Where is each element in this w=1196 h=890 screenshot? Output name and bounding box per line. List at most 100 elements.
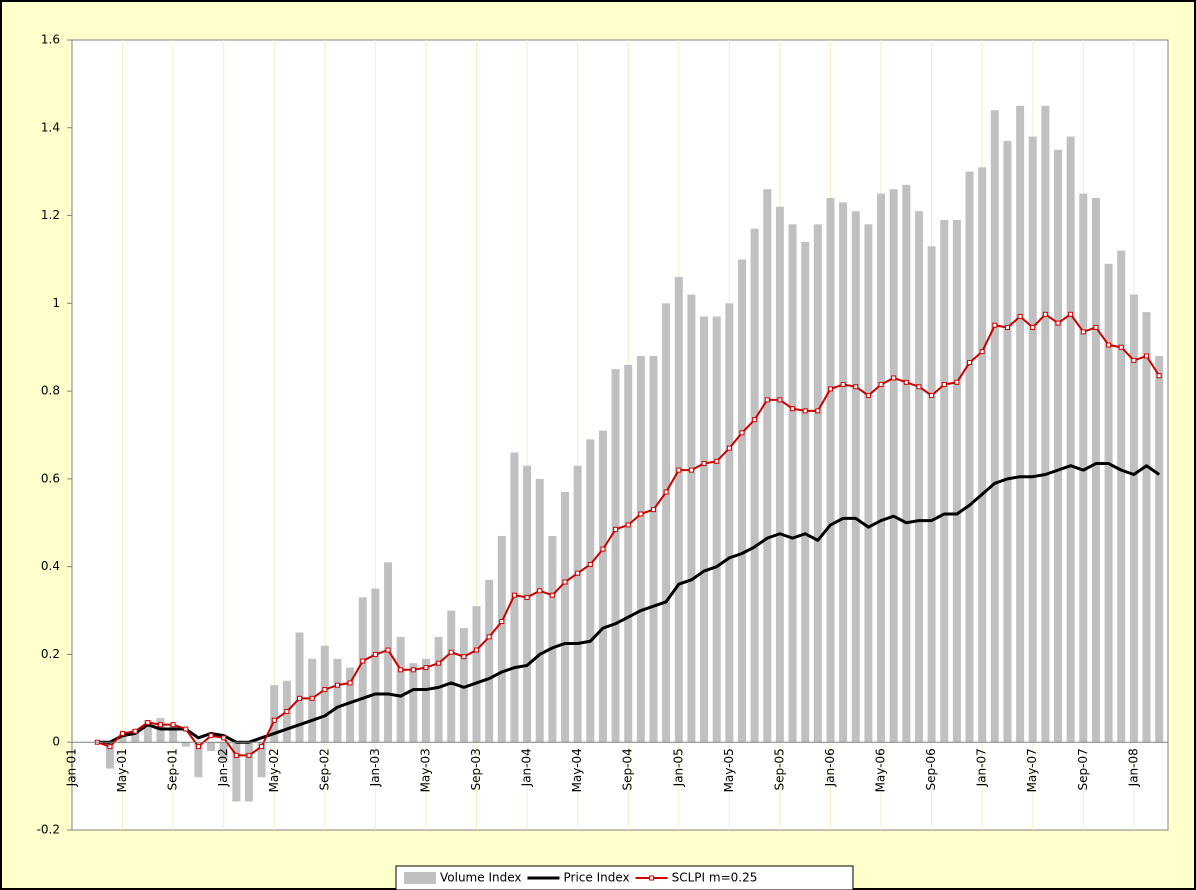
bar xyxy=(914,211,923,743)
bar xyxy=(497,535,506,743)
x-tick-label: Jan-08 xyxy=(1126,748,1140,787)
marker xyxy=(486,634,492,640)
bar xyxy=(1066,136,1075,743)
bar xyxy=(674,277,683,743)
bar xyxy=(965,171,974,743)
y-tick-label: 0.4 xyxy=(41,559,60,573)
bar xyxy=(194,742,203,778)
bar xyxy=(320,645,329,743)
bar xyxy=(839,202,848,743)
bar xyxy=(1091,198,1100,743)
marker xyxy=(246,752,252,758)
x-tick-label: Sep-02 xyxy=(317,748,331,790)
x-tick-label: May-01 xyxy=(115,748,129,792)
marker xyxy=(1055,320,1061,326)
marker xyxy=(170,722,176,728)
x-tick-label: Jan-03 xyxy=(368,748,382,787)
bar xyxy=(409,663,418,743)
bar xyxy=(459,628,468,743)
bar xyxy=(889,189,898,743)
bar xyxy=(712,316,721,743)
marker xyxy=(1017,314,1023,319)
marker xyxy=(650,507,656,513)
bar xyxy=(636,356,645,743)
marker xyxy=(802,408,808,414)
bar xyxy=(877,193,886,743)
legend-marker xyxy=(649,875,655,881)
marker xyxy=(941,382,947,388)
bar xyxy=(952,219,961,743)
bar xyxy=(346,667,355,743)
x-tick-label: Jan-01 xyxy=(65,748,79,787)
marker xyxy=(903,379,909,385)
marker xyxy=(1030,324,1036,330)
bar xyxy=(1054,149,1063,743)
marker xyxy=(752,417,758,423)
marker xyxy=(878,382,884,388)
marker xyxy=(613,526,619,532)
line xyxy=(97,462,1161,744)
x-tick-label: Jan-07 xyxy=(975,748,989,787)
marker xyxy=(967,360,973,366)
marker xyxy=(840,382,846,388)
marker xyxy=(360,658,366,664)
bar xyxy=(788,224,797,743)
x-tick-label: Sep-01 xyxy=(166,748,180,790)
marker xyxy=(979,349,985,355)
marker xyxy=(1004,324,1010,330)
bar xyxy=(257,742,266,778)
marker xyxy=(562,579,568,585)
marker xyxy=(992,322,998,328)
marker xyxy=(929,393,935,398)
x-tick-label: Jan-06 xyxy=(823,748,837,787)
bar xyxy=(826,198,835,743)
x-tick-label: May-05 xyxy=(722,748,736,792)
marker xyxy=(777,397,783,403)
marker xyxy=(271,717,277,723)
marker xyxy=(120,730,126,736)
bar xyxy=(1104,263,1113,743)
bar xyxy=(662,303,671,743)
y-tick-label: 1.2 xyxy=(41,208,60,222)
bar xyxy=(295,632,304,743)
bar xyxy=(485,579,494,743)
marker xyxy=(372,651,378,657)
bar xyxy=(421,658,430,743)
y-tick-label: -0.2 xyxy=(37,823,60,837)
marker xyxy=(600,546,606,552)
bar xyxy=(105,742,114,769)
bar xyxy=(687,294,696,743)
marker xyxy=(195,744,201,750)
marker xyxy=(322,687,328,693)
bar xyxy=(143,720,152,743)
marker xyxy=(853,384,859,390)
marker xyxy=(1144,353,1150,359)
marker xyxy=(297,695,303,701)
marker xyxy=(221,735,227,741)
y-tick-label: 0.6 xyxy=(41,471,60,485)
bar xyxy=(725,303,734,743)
marker xyxy=(625,522,631,528)
x-tick-label: May-06 xyxy=(874,748,888,792)
marker xyxy=(334,682,340,688)
marker xyxy=(714,458,720,464)
x-tick-label: May-03 xyxy=(418,748,432,792)
bar xyxy=(396,636,405,743)
marker xyxy=(499,619,505,625)
bar xyxy=(864,224,873,743)
marker xyxy=(1080,329,1086,335)
marker xyxy=(827,386,833,392)
legend-label: SCLPI m=0.25 xyxy=(672,871,758,885)
bar xyxy=(586,439,595,743)
bar xyxy=(750,228,759,743)
x-tick-label: Sep-05 xyxy=(772,748,786,790)
bar xyxy=(207,742,216,751)
marker xyxy=(448,649,454,655)
marker xyxy=(701,461,707,467)
marker xyxy=(663,489,669,495)
y-tick-label: 0 xyxy=(52,735,60,749)
marker xyxy=(423,665,429,671)
marker xyxy=(208,733,214,739)
marker xyxy=(676,467,682,473)
